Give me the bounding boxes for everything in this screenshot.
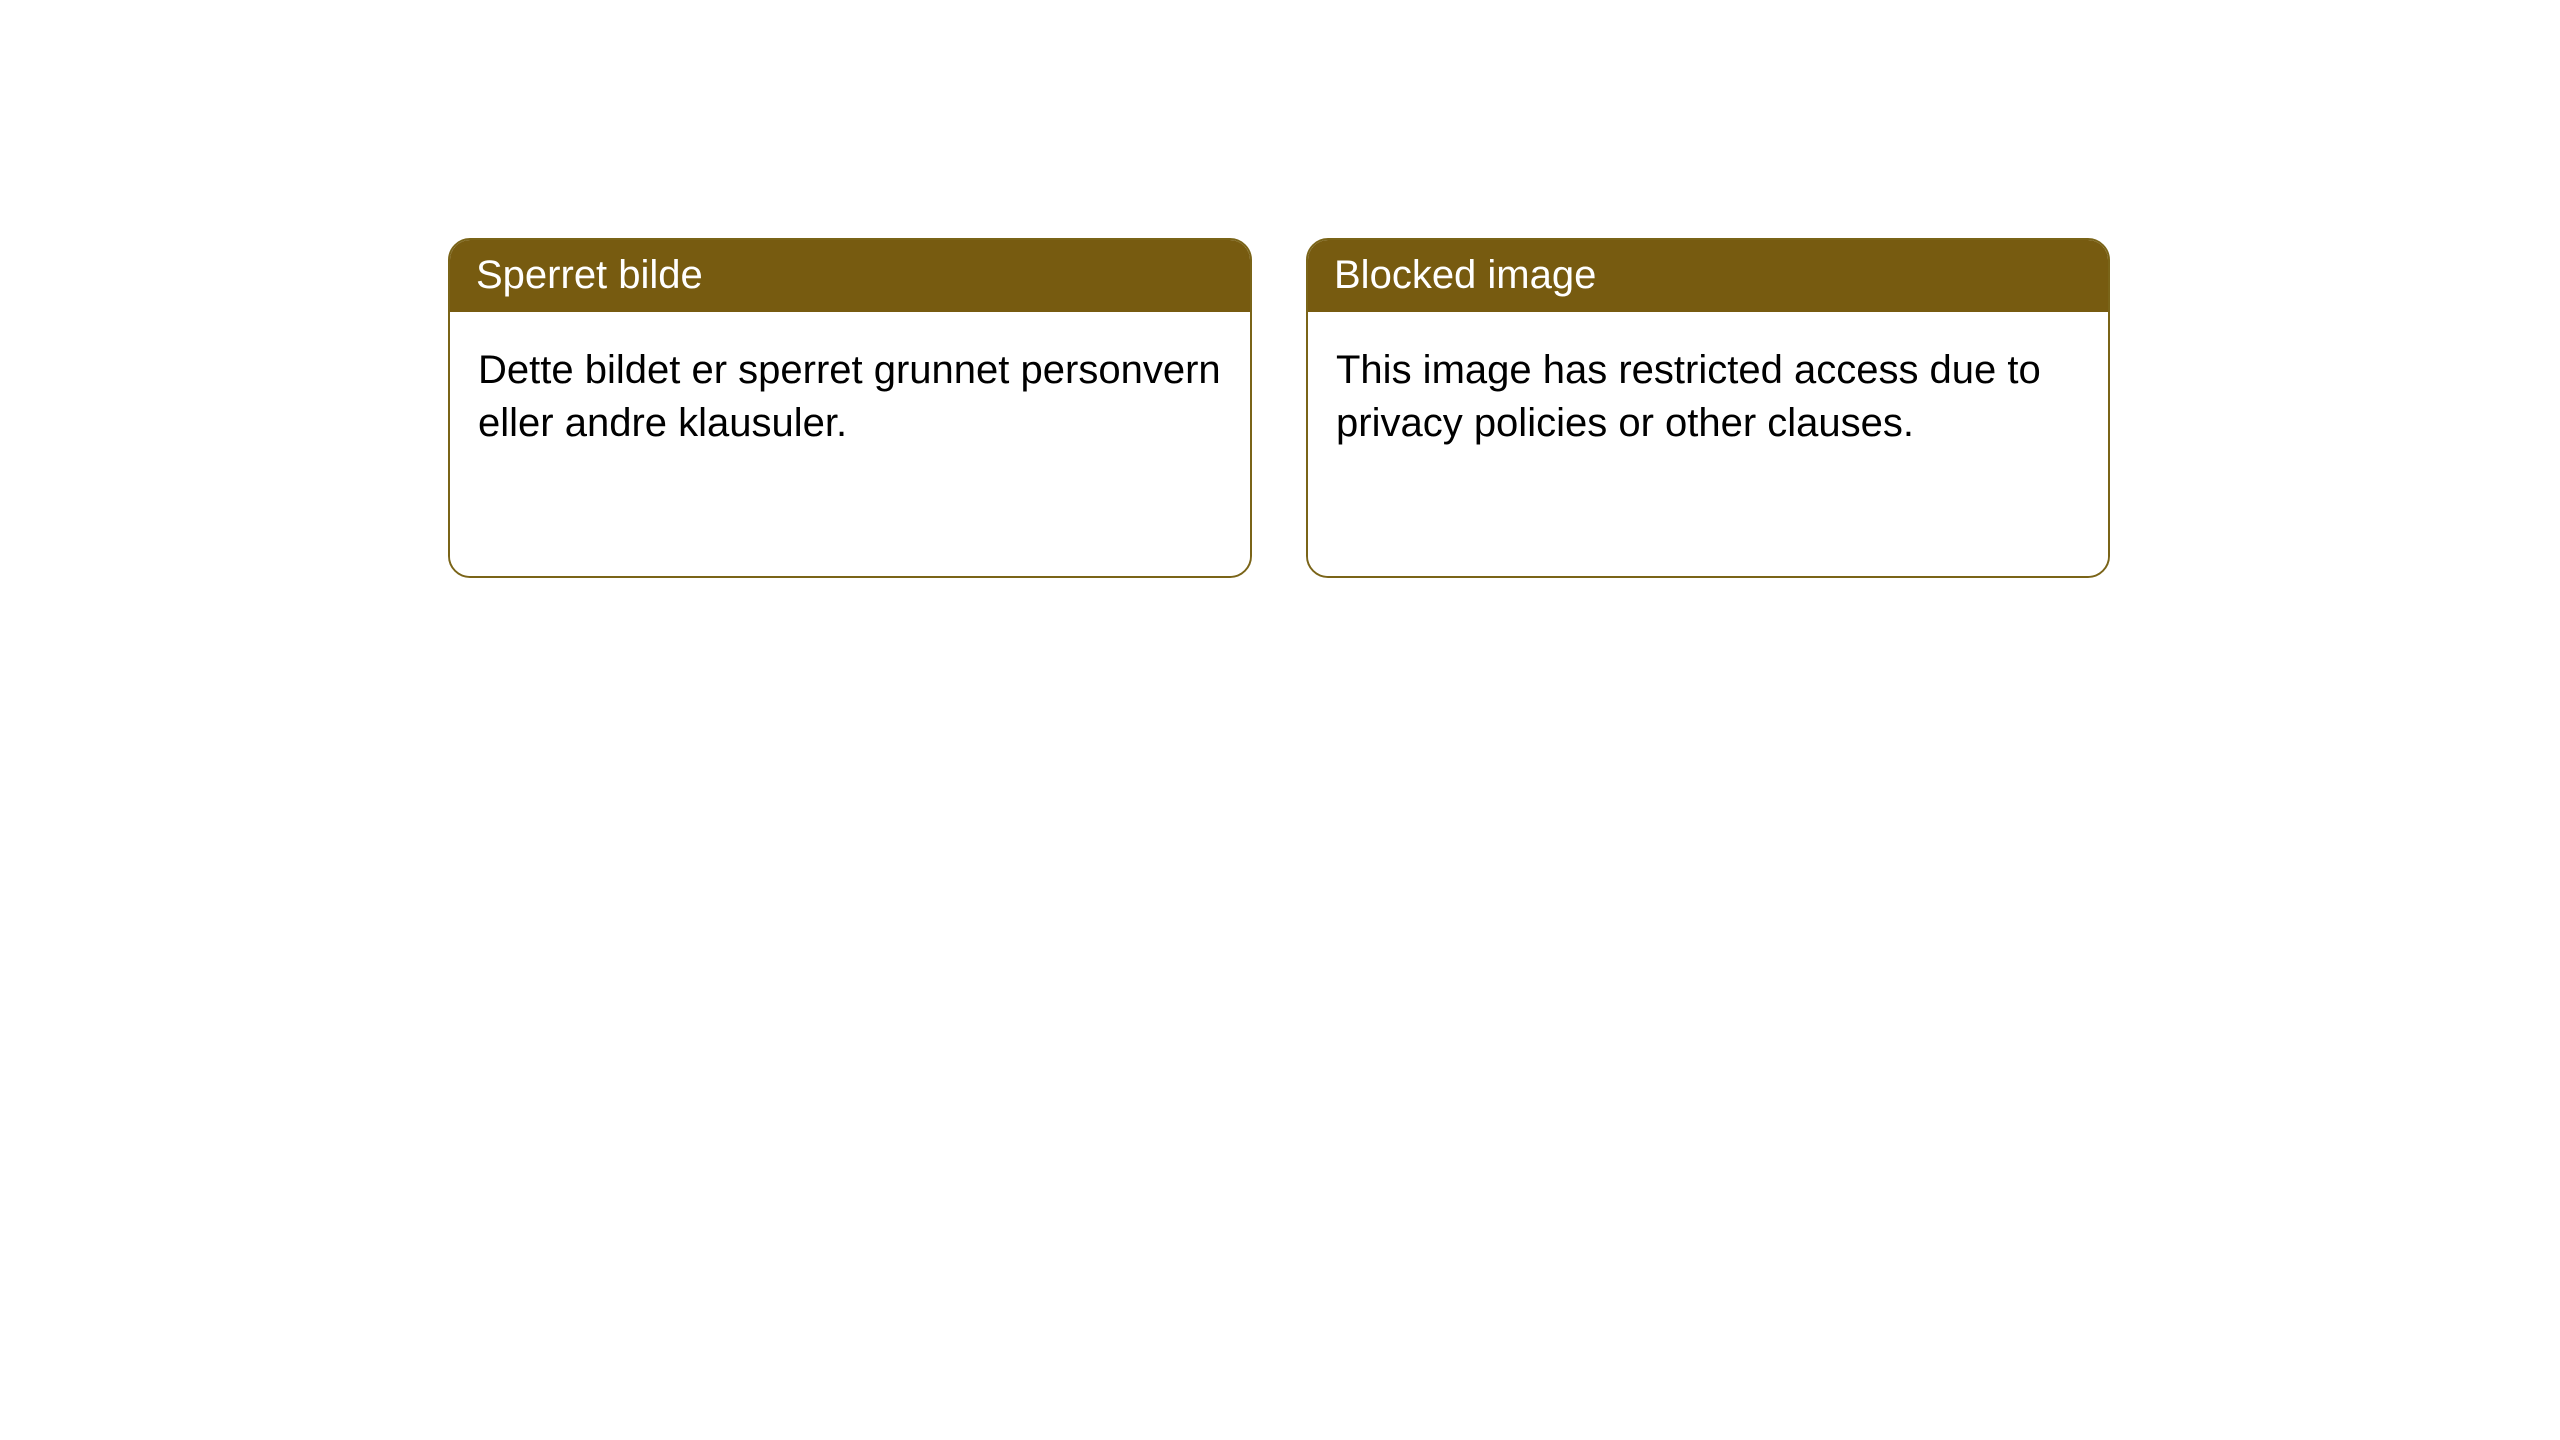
card-title: Blocked image — [1334, 253, 1596, 297]
card-header: Sperret bilde — [450, 240, 1250, 312]
card-body: This image has restricted access due to … — [1308, 312, 2108, 576]
card-body-text: This image has restricted access due to … — [1336, 348, 2041, 445]
card-body: Dette bildet er sperret grunnet personve… — [450, 312, 1250, 576]
blocked-image-card-no: Sperret bilde Dette bildet er sperret gr… — [448, 238, 1252, 578]
cards-row: Sperret bilde Dette bildet er sperret gr… — [0, 0, 2560, 578]
card-title: Sperret bilde — [476, 253, 703, 297]
blocked-image-card-en: Blocked image This image has restricted … — [1306, 238, 2110, 578]
card-body-text: Dette bildet er sperret grunnet personve… — [478, 348, 1221, 445]
card-header: Blocked image — [1308, 240, 2108, 312]
